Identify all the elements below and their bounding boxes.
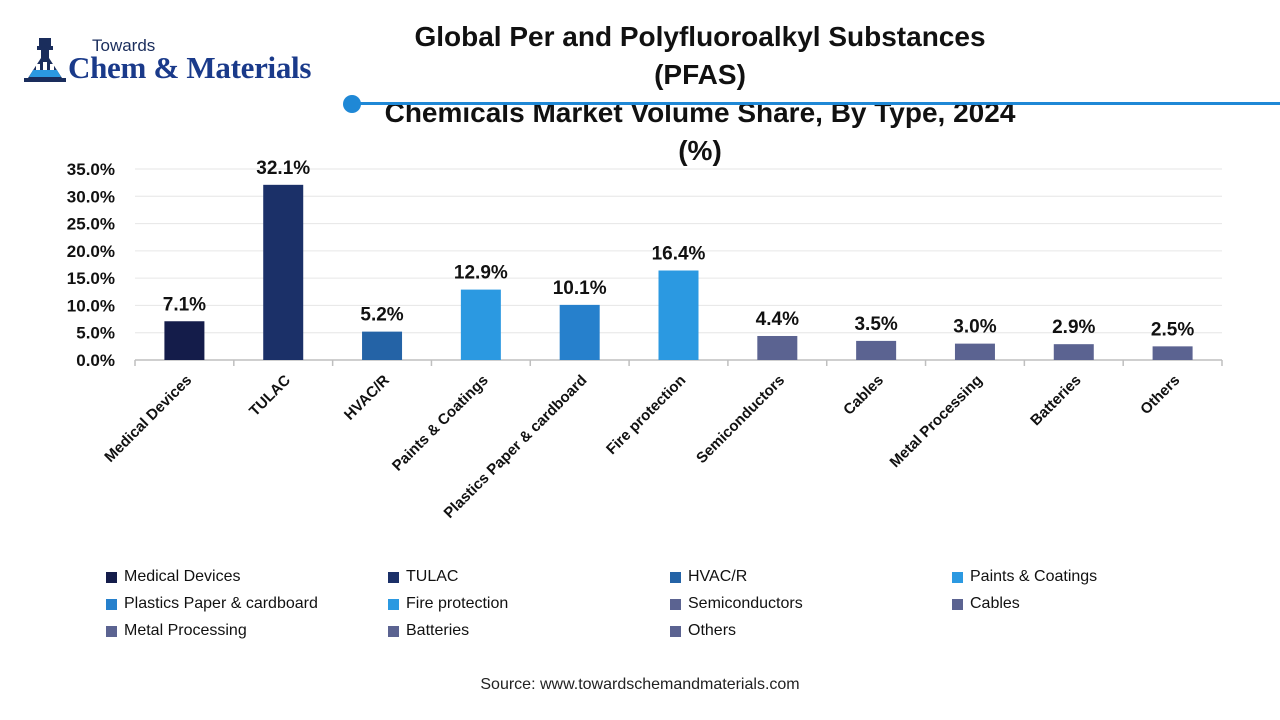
legend-item: Others [670,622,952,640]
x-tick-label: Metal Processing [887,372,986,471]
legend-label: Medical Devices [124,568,241,585]
legend-label: Paints & Coatings [970,568,1098,585]
legend-label: Others [688,622,737,639]
bar [954,343,995,360]
legend-item: Fire protection [388,595,670,613]
legend-label: Cables [970,595,1020,612]
legend-swatch [670,625,681,637]
legend-swatch [388,625,399,637]
x-tick-label: Medical Devices [101,372,195,466]
legend-item: Batteries [388,622,670,640]
legend-item: Cables [952,595,1234,613]
bar [757,335,798,360]
bar [362,331,403,360]
legend-label: TULAC [406,568,459,585]
logo-text-brand: Chem & Materials [68,50,312,85]
legend-swatch [670,598,681,610]
x-tick-label: Fire protection [603,372,689,458]
legend-label: Plastics Paper & cardboard [124,595,318,612]
legend-swatch [106,625,117,637]
y-tick-label: 35.0% [67,160,115,179]
x-tick-label: HVAC/R [341,372,393,424]
source-note: Source: www.towardschemandmaterials.com [480,676,800,693]
legend-swatch [388,571,399,583]
bar-value-label: 7.1% [163,294,206,315]
legend-swatch [388,598,399,610]
legend-item: TULAC [388,568,670,586]
legend-swatch [106,571,117,583]
header-accent-dot [343,95,361,113]
legend-item: Paints & Coatings [952,568,1234,586]
bar [1053,344,1094,360]
legend-item: Plastics Paper & cardboard [106,595,388,613]
bar [559,304,600,360]
bar-value-label: 3.5% [854,314,897,335]
bar-value-label: 2.9% [1052,317,1095,338]
x-tick-label: Semiconductors [693,372,788,467]
y-tick-label: 5.0% [76,324,115,343]
legend-swatch [952,598,963,610]
logo-text-towards: Towards [92,36,156,55]
bar-value-label: 5.2% [360,305,403,326]
y-tick-label: 25.0% [67,215,115,234]
legend-swatch [106,598,117,610]
chart-legend: Medical Devices TULAC HVAC/R Paints & Coati… [106,568,1246,640]
legend-label: Semiconductors [688,595,803,612]
chart-title-line-1: Global Per and Polyfluoroalkyl Substance… [414,21,986,90]
y-tick-label: 30.0% [67,187,115,206]
legend-item: Medical Devices [106,568,388,586]
bar-value-label: 10.1% [553,278,607,299]
bar-value-label: 4.4% [756,309,799,330]
legend-label: Fire protection [406,595,509,612]
bar [164,321,205,360]
flask-building-icon [24,38,66,82]
bar-value-label: 2.5% [1151,319,1194,340]
brand-logo: Towards Chem & Materials [22,34,342,90]
legend-item: Semiconductors [670,595,952,613]
bar [1152,346,1193,360]
y-tick-label: 20.0% [67,242,115,261]
y-tick-label: 0.0% [76,351,115,370]
bar [658,270,699,360]
x-tick-label: TULAC [246,372,294,420]
bar-chart: 0.0% 5.0% 10.0% 15.0% 20.0% 25.0% 30.0% 35.0% 7.… [67,158,1223,522]
legend-label: Metal Processing [124,622,247,639]
bar-value-label: 16.4% [652,244,706,265]
legend-label: HVAC/R [688,568,748,585]
bar [460,289,501,360]
y-tick-label: 10.0% [67,296,115,315]
y-tick-label: 15.0% [67,269,115,288]
x-tick-label: Cables [840,372,887,419]
x-tick-label: Batteries [1027,372,1084,429]
bar [263,184,304,360]
legend-item: Metal Processing [106,622,388,640]
bar-value-label: 3.0% [953,317,996,338]
x-tick-label: Paints & Coatings [389,372,492,475]
bar-value-label: 32.1% [256,158,310,179]
x-tick-label: Others [1137,372,1183,418]
legend-item: HVAC/R [670,568,952,586]
legend-swatch [952,571,963,583]
header-divider [358,102,1280,105]
legend-swatch [670,571,681,583]
bar-value-label: 12.9% [454,263,508,284]
bar [856,340,897,360]
legend-label: Batteries [406,622,470,639]
